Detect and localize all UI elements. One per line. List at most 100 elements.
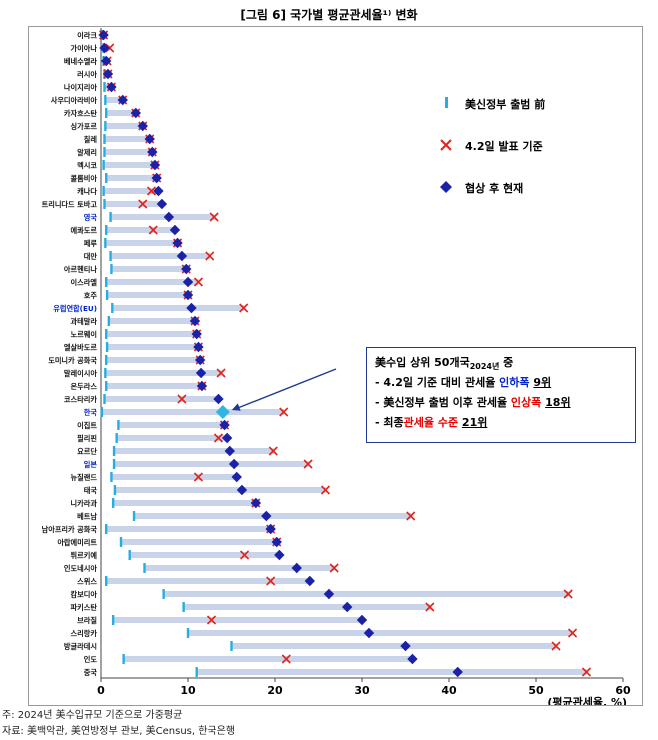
callout-line-3-text: - 최종 [375,416,404,429]
pre-marker [122,654,125,664]
current-marker [342,601,353,613]
current-marker [163,211,175,223]
announced-marker [206,615,217,625]
current-marker [224,445,235,457]
current-marker [153,185,164,197]
pre-marker [119,537,123,547]
current-marker [196,380,208,392]
country-label: 아르헨티나 [64,265,97,274]
country-label: 인도 [84,655,98,664]
pre-marker [115,433,118,443]
source-note: 자료: 美백악관, 美연방정부 관보, 美Census, 한국은행 [2,726,236,737]
current-marker [101,55,112,67]
red-x-icon [440,139,452,151]
country-label: 이집트 [77,421,97,430]
range-bar [108,318,196,324]
country-label: 중국 [84,668,98,677]
announced-marker [105,43,115,53]
current-marker [99,42,110,54]
pre-marker [182,602,185,612]
country-label: 튀르키예 [71,551,98,560]
country-label: 남아프리카 공화국 [42,525,98,534]
country-label: 베네수엘라 [64,57,97,66]
country-label: 과테말라 [71,317,98,326]
range-bar [113,448,274,454]
current-marker [274,549,285,561]
blue-diamond-shape [440,181,452,193]
announced-marker [581,667,592,677]
pre-marker [100,407,104,417]
callout-line-1-mark: 인하폭 [499,376,530,389]
current-marker [236,484,248,496]
callout-heading-sub: 2024년 [469,362,500,372]
current-marker [219,419,230,431]
current-marker [195,367,207,379]
callout-arrow [237,368,337,409]
x-tick-label: 40 [441,684,457,697]
current-marker [147,146,158,158]
current-marker [356,614,368,626]
range-bar [104,396,219,402]
announced-marker [209,212,219,222]
country-label: 일본 [84,460,98,469]
country-label: 엘살바도르 [64,343,97,352]
legend-current-label: 협상 후 현재 [465,182,524,195]
country-label: 나이지리아 [64,83,97,92]
range-bar [114,487,326,493]
current-marker [189,315,201,327]
current-marker [191,328,202,340]
pre-marker [103,82,106,92]
announced-marker [266,576,276,586]
country-label: 도미니카 공화국 [48,356,97,365]
current-marker [172,237,183,249]
range-bar [106,344,199,350]
pre-marker [107,316,111,326]
current-marker [452,666,463,678]
pre-marker [186,628,190,638]
pre-marker [104,368,107,378]
current-marker [98,29,109,41]
country-label: 알제리 [77,148,97,157]
current-marker [323,588,335,600]
pre-marker [105,290,109,300]
callout-line-3-mark: 관세율 수준 [403,416,459,429]
pre-marker [105,381,108,391]
country-label: 에콰도르 [71,226,98,235]
current-marker [186,302,197,314]
pre-marker [113,485,117,495]
callout-line-2-text: - 美신정부 출범 이후 관세율 [375,396,511,409]
announced-marker [138,199,148,209]
current-marker [271,536,282,548]
current-marker [106,81,117,93]
range-bar [144,565,335,571]
pre-marker [112,459,116,469]
pre-marker [195,667,198,677]
current-marker [363,627,375,639]
country-label: 영국 [84,213,98,222]
range-bar [111,474,237,480]
pre-marker [105,576,108,586]
range-bar [105,227,176,233]
country-label: 말레이시아 [64,369,97,378]
range-bar [111,266,187,272]
range-bar [112,617,363,623]
pre-marker [110,472,113,482]
callout-heading-prefix: 美수입 상위 50개국 [375,356,470,369]
range-bar [120,539,277,545]
announced-marker [268,446,278,456]
callout-heading-suffix: 중 [499,356,514,369]
red-x-shape [440,139,452,151]
country-label: 노르웨이 [71,330,97,339]
x-tick-label: 30 [354,684,370,697]
country-label: 요르단 [77,447,97,456]
country-label: 캄보디아 [71,590,98,599]
range-bar [105,357,201,363]
country-label: 파키스탄 [71,603,98,612]
current-marker [213,393,224,405]
announced-marker [425,602,435,612]
pre-marker [111,615,115,625]
figure-title: [그림 6] 국가별 평균관세율¹⁾ 변화 [240,8,418,22]
range-bar [183,604,431,610]
x-tick-label: 60 [615,684,631,697]
announced-marker [146,186,157,196]
